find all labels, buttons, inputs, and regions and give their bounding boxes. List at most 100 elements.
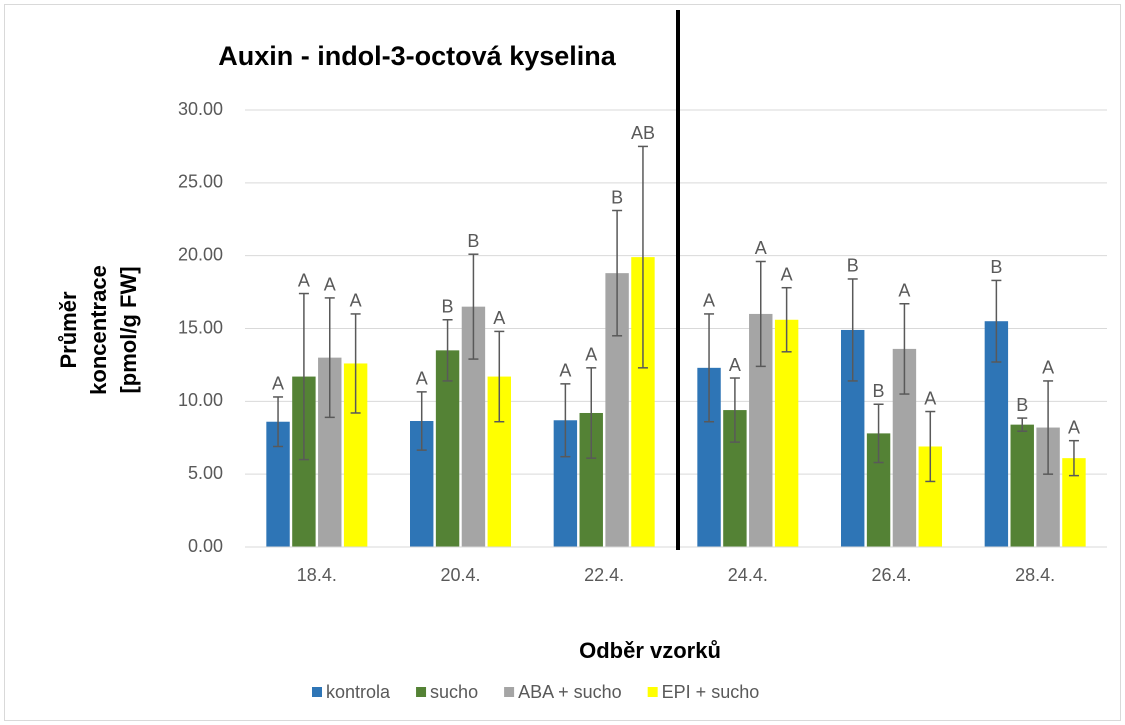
- bar: [266, 421, 290, 547]
- annotation-letter: A: [755, 238, 767, 258]
- annotation-letter: A: [703, 291, 715, 311]
- x-tick-label: 28.4.: [1015, 565, 1055, 585]
- error-bar: [468, 253, 479, 360]
- y-tick-label: 20.00: [178, 244, 223, 264]
- legend-label: kontrola: [326, 682, 391, 702]
- annotation-letter: A: [781, 264, 793, 284]
- x-tick-label: 26.4.: [871, 565, 911, 585]
- annotation-letter: A: [1068, 417, 1080, 437]
- y-axis-label-line: Průměr: [56, 291, 81, 368]
- bar: [292, 376, 316, 547]
- error-bar: [1068, 439, 1079, 477]
- annotation-letter: A: [350, 291, 362, 311]
- bar: [461, 306, 486, 547]
- annotation-letter: A: [898, 280, 910, 300]
- legend-label: EPI + sucho: [662, 682, 760, 702]
- annotation-letter: A: [493, 308, 505, 328]
- error-bar: [1043, 380, 1054, 475]
- y-tick-label: 0.00: [188, 536, 223, 556]
- legend-label: ABA + sucho: [518, 682, 622, 702]
- annotation-letter: A: [585, 345, 597, 365]
- legend-swatch: [416, 687, 427, 697]
- x-tick-label: 22.4.: [584, 565, 624, 585]
- bar: [1010, 424, 1034, 547]
- x-tick-label: 20.4.: [440, 565, 480, 585]
- y-tick-label: 5.00: [188, 463, 223, 483]
- error-bar: [560, 383, 571, 458]
- error-bar: [586, 367, 597, 459]
- error-bar: [612, 209, 623, 337]
- chart-title: Auxin - indol-3-octová kyselina: [218, 41, 617, 71]
- annotation-letter: B: [1016, 395, 1028, 415]
- x-tick-label: 18.4.: [297, 565, 337, 585]
- bar: [892, 348, 917, 547]
- error-bar: [704, 313, 715, 423]
- annotation-letter: B: [442, 297, 454, 317]
- y-tick-label: 10.00: [178, 390, 223, 410]
- bar: [318, 357, 342, 547]
- annotation-letter: B: [467, 231, 479, 251]
- bar: [553, 420, 578, 547]
- annotation-letter: A: [324, 275, 336, 295]
- bar: [723, 410, 747, 547]
- y-tick-label: 25.00: [178, 172, 223, 192]
- error-bar: [350, 313, 361, 414]
- annotation-letter: A: [272, 374, 284, 394]
- bar: [841, 329, 865, 547]
- bar: [605, 273, 629, 547]
- error-bar: [298, 292, 309, 461]
- bar: [487, 376, 511, 547]
- error-bar: [637, 145, 648, 369]
- annotation-letter: B: [847, 256, 859, 276]
- y-axis-label-line: [pmol/g FW]: [116, 266, 141, 393]
- legend-swatch: [504, 687, 515, 697]
- bar: [866, 433, 891, 547]
- annotation-letter: A: [1042, 358, 1054, 378]
- bar: [410, 420, 434, 547]
- error-bar: [899, 302, 910, 395]
- bar: [1062, 458, 1086, 547]
- error-bar: [755, 260, 766, 368]
- y-axis-label-line: koncentrace: [86, 265, 111, 395]
- annotation-letter: A: [924, 388, 936, 408]
- error-bar: [494, 330, 505, 423]
- x-tick-label: 24.4.: [728, 565, 768, 585]
- annotation-letter: B: [873, 381, 885, 401]
- annotation-letter: B: [990, 257, 1002, 277]
- bar: [435, 350, 460, 547]
- error-bar: [442, 319, 453, 382]
- error-bar: [873, 403, 884, 464]
- annotation-letter: A: [729, 355, 741, 375]
- annotation-letter: B: [611, 187, 623, 207]
- error-bar: [847, 278, 858, 382]
- legend: kontrola sucho ABA + sucho EPI + sucho: [312, 682, 759, 702]
- x-axis-label: Odběr vzorků: [579, 638, 721, 663]
- annotation-letter: A: [559, 361, 571, 381]
- bar: [749, 313, 773, 547]
- y-tick-label: 15.00: [178, 317, 223, 337]
- y-tick-label: 30.00: [178, 99, 223, 119]
- bar: [631, 257, 655, 547]
- bar: [984, 321, 1009, 547]
- error-bar: [273, 396, 284, 448]
- bar: [579, 412, 603, 547]
- bar: [1036, 427, 1060, 547]
- chart-frame: [4, 4, 1121, 721]
- error-bar: [991, 279, 1002, 363]
- bar: [774, 319, 799, 547]
- error-bar: [729, 377, 740, 443]
- bar: [697, 367, 721, 547]
- annotation-letter: A: [416, 369, 428, 389]
- legend-swatch: [312, 687, 322, 697]
- legend-label: sucho: [430, 682, 478, 702]
- bar: [343, 363, 368, 547]
- legend-swatch: [647, 687, 658, 697]
- error-bar: [781, 286, 792, 353]
- error-bar: [416, 391, 427, 451]
- error-bar: [1017, 417, 1028, 432]
- error-bar: [324, 297, 335, 419]
- annotation-letter: A: [298, 270, 310, 290]
- y-axis-label: Průměr koncentrace [pmol/g FW]: [56, 265, 141, 395]
- annotation-letter: AB: [631, 123, 655, 143]
